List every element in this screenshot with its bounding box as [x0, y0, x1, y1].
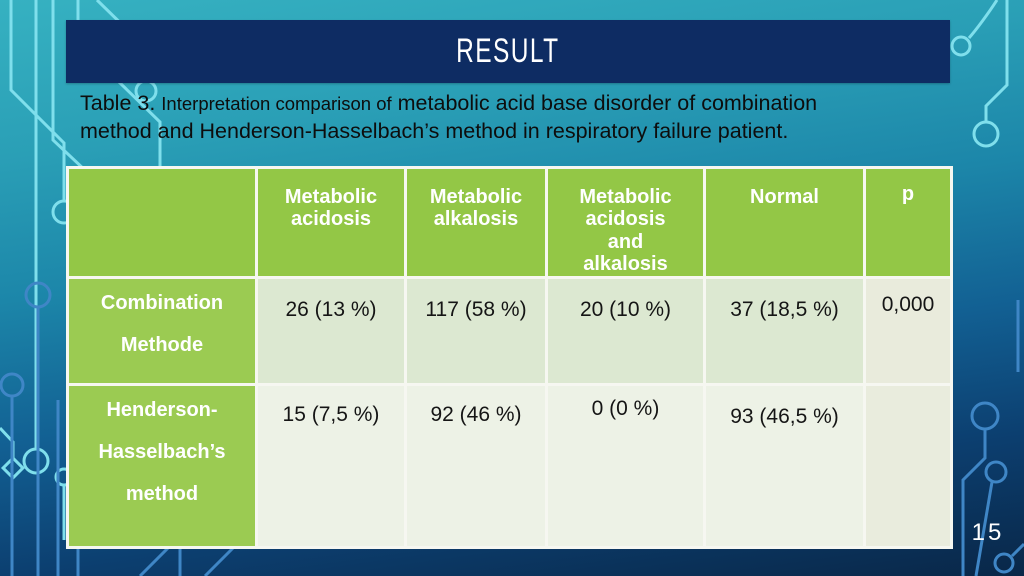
- circuit-top-right: [950, 0, 1009, 148]
- caption-prefix: Table 3.: [80, 91, 156, 115]
- cell-combination-metabolic-acidosis: 26 (13 %): [255, 275, 407, 386]
- caption-line-2: method and Henderson-Hasselbach’s method…: [80, 118, 789, 143]
- header-cell-metabolic-acidosis: Metabolic acidosis: [255, 166, 407, 279]
- caption-middle: Interpretation comparison of: [161, 93, 392, 114]
- cell-combination-normal: 37 (18,5 %): [703, 275, 866, 386]
- header-cell-metabolic-alkalosis: Metabolic alkalosis: [404, 166, 548, 279]
- cell-henderson-acidosis-and-alkalosis: 0 (0 %): [545, 382, 706, 549]
- header-cell-empty: [66, 166, 258, 279]
- table-header-row: Metabolic acidosis Metabolic alkalosis M…: [66, 166, 953, 279]
- row-label-henderson-hasselbach: Henderson-Hasselbach’s method: [66, 382, 258, 549]
- header-cell-metabolic-acidosis-and-alkalosis: Metabolic acidosis and alkalosis: [545, 166, 706, 279]
- cell-henderson-p-value: [863, 382, 953, 549]
- cell-henderson-metabolic-alkalosis: 92 (46 %): [404, 382, 548, 549]
- table-caption: Table 3. Interpretation comparison of me…: [80, 90, 900, 146]
- table-row-henderson: Henderson-Hasselbach’s method 15 (7,5 %)…: [66, 382, 953, 549]
- title-bar: RESULT: [66, 20, 950, 83]
- cell-henderson-metabolic-acidosis: 15 (7,5 %): [255, 382, 407, 549]
- cell-henderson-normal: 93 (46,5 %): [703, 382, 866, 549]
- slide-title: RESULT: [456, 32, 560, 70]
- row-label-combination-methode: Combination Methode: [66, 275, 258, 386]
- result-table: Metabolic acidosis Metabolic alkalosis M…: [66, 166, 953, 549]
- page-number: 15: [971, 519, 1005, 546]
- cell-combination-metabolic-alkalosis: 117 (58 %): [404, 275, 548, 386]
- cell-combination-acidosis-and-alkalosis: 20 (10 %): [545, 275, 706, 386]
- header-cell-normal: Normal: [703, 166, 866, 279]
- caption-line-1: Table 3. Interpretation comparison of me…: [80, 90, 900, 118]
- header-cell-p: p: [863, 166, 953, 279]
- circuit-bottom-right: [961, 300, 1024, 576]
- table-row-combination: Combination Methode 26 (13 %) 117 (58 %)…: [66, 275, 953, 386]
- cell-combination-p-value: 0,000: [863, 275, 953, 386]
- caption-subject: metabolic acid base disorder of combinat…: [397, 91, 818, 115]
